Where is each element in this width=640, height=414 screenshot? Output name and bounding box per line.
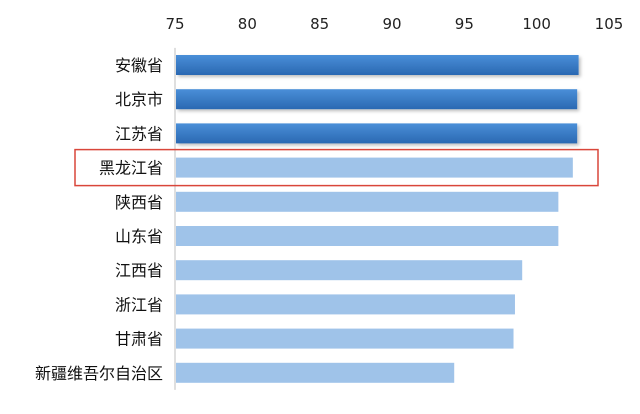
- bar: [176, 294, 515, 315]
- bar: [176, 157, 573, 178]
- x-tick-label: 80: [238, 15, 257, 33]
- x-tick-label: 105: [595, 15, 624, 33]
- bars: [176, 55, 579, 383]
- x-tick-label: 85: [310, 15, 329, 33]
- category-label: 黑龙江省: [99, 159, 163, 178]
- x-axis-ticks: 75 80 85 90 95 100 105: [165, 15, 623, 33]
- category-label: 甘肃省: [115, 330, 163, 349]
- category-label: 北京市: [115, 90, 163, 109]
- category-label: 浙江省: [115, 295, 163, 314]
- category-label: 江西省: [115, 261, 163, 280]
- x-tick-label: 100: [522, 15, 551, 33]
- category-label: 安徽省: [115, 56, 163, 75]
- category-label: 江苏省: [115, 124, 163, 143]
- bar: [176, 362, 455, 383]
- category-label: 山东省: [115, 227, 163, 246]
- highlight-box: [74, 148, 599, 187]
- bar: [176, 123, 578, 144]
- x-tick-label: 75: [165, 15, 184, 33]
- x-tick-label: 90: [382, 15, 401, 33]
- bar: [176, 226, 559, 246]
- bar: [176, 89, 578, 110]
- bar: [176, 328, 514, 349]
- bar: [176, 191, 559, 212]
- x-tick-label: 95: [455, 15, 474, 33]
- category-label: 新疆维吾尔自治区: [35, 364, 163, 383]
- bar: [176, 260, 523, 281]
- bar: [176, 55, 579, 75]
- category-label: 陕西省: [115, 193, 163, 212]
